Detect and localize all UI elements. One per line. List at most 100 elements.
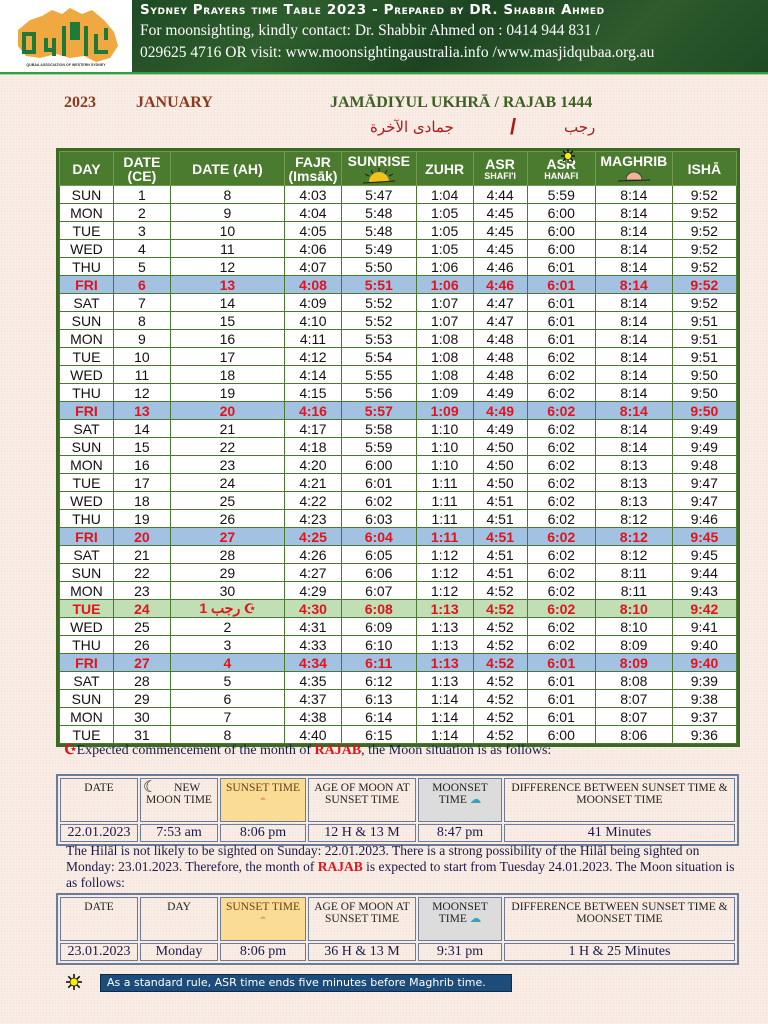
fajr-cell: 4:08: [283, 275, 342, 294]
table-row: THU 19 26 4:23 6:03 1:11 4:51 6:02 8:12 9:46: [59, 509, 738, 528]
asr-hanafi-cell: 6:01: [526, 257, 596, 276]
header-banner: Sydney Prayers time Table 2023 - Prepare…: [132, 0, 768, 72]
zuhr-cell: 1:11: [415, 473, 474, 492]
moon1-date: 22.01.2023: [60, 824, 138, 842]
moon1-header-new-moon: ☾ NEW MOON TIME: [140, 778, 218, 822]
date-ah-cell: 8: [169, 185, 285, 204]
moon2-difference: 1 H & 25 Minutes: [504, 943, 735, 961]
asr-hanafi-cell: 6:02: [526, 455, 596, 474]
asr-shafi-cell: 4:52: [472, 671, 528, 690]
maghrib-cell: 8:07: [594, 707, 673, 726]
maghrib-cell: 8:10: [594, 617, 673, 636]
asr-hanafi-cell: 6:02: [526, 419, 596, 438]
asr-shafi-cell: 4:52: [472, 689, 528, 708]
sunrise-cell: 6:15: [340, 725, 417, 744]
date-ah-cell: 10: [169, 221, 285, 240]
maghrib-cell: 8:14: [594, 365, 673, 384]
zuhr-cell: 1:13: [415, 653, 474, 672]
date-ce-cell: 10: [112, 347, 171, 366]
zuhr-cell: 1:13: [415, 599, 474, 618]
day-cell: MON: [59, 203, 114, 222]
date-ce-cell: 15: [112, 437, 171, 456]
isha-cell: 9:46: [671, 509, 738, 528]
sunrise-cell: 5:52: [340, 293, 417, 312]
isha-cell: 9:52: [671, 221, 738, 240]
date-ce-cell: 31: [112, 725, 171, 744]
moon1-difference: 41 Minutes: [504, 824, 735, 842]
zuhr-cell: 1:14: [415, 707, 474, 726]
date-ce-cell: 21: [112, 545, 171, 564]
maghrib-cell: 8:14: [594, 275, 673, 294]
crescent-moon-icon: ☪: [240, 601, 256, 616]
day-cell: MON: [59, 581, 114, 600]
date-ah-cell: 29: [169, 563, 285, 582]
col-date-ah: DATE (AH): [169, 151, 285, 186]
asr-hanafi-cell: 5:59: [526, 185, 596, 204]
month-label: JANUARY: [136, 94, 213, 111]
day-cell: THU: [59, 257, 114, 276]
asr-shafi-cell: 4:48: [472, 329, 528, 348]
asr-shafi-cell: 4:51: [472, 563, 528, 582]
day-cell: SAT: [59, 671, 114, 690]
fajr-cell: 4:12: [283, 347, 342, 366]
date-ce-cell: 1: [112, 185, 171, 204]
isha-cell: 9:40: [671, 635, 738, 654]
asr-shafi-cell: 4:51: [472, 491, 528, 510]
zuhr-cell: 1:07: [415, 293, 474, 312]
date-ah-cell: 20: [169, 401, 285, 420]
sunrise-cell: 6:07: [340, 581, 417, 600]
maghrib-cell: 8:14: [594, 437, 673, 456]
zuhr-cell: 1:14: [415, 725, 474, 744]
table-row: WED 18 25 4:22 6:02 1:11 4:51 6:02 8:13 9:47: [59, 491, 738, 510]
zuhr-cell: 1:08: [415, 347, 474, 366]
table-row: WED 25 2 4:31 6:09 1:13 4:52 6:02 8:10 9:41: [59, 617, 738, 636]
sunrise-cell: 5:59: [340, 437, 417, 456]
zuhr-cell: 1:10: [415, 455, 474, 474]
sunrise-cell: 6:01: [340, 473, 417, 492]
maghrib-cell: 8:14: [594, 311, 673, 330]
asr-hanafi-cell: 6:02: [526, 473, 596, 492]
asr-shafi-cell: 4:50: [472, 455, 528, 474]
table-row: THU 12 19 4:15 5:56 1:09 4:49 6:02 8:14 9:50: [59, 383, 738, 402]
asr-shafi-cell: 4:45: [472, 239, 528, 258]
fajr-cell: 4:33: [283, 635, 342, 654]
maghrib-cell: 8:14: [594, 185, 673, 204]
isha-cell: 9:52: [671, 275, 738, 294]
month-title-row: 2023 JANUARY JAMĀDIYUL UKHRĀ / RAJAB 144…: [64, 94, 744, 118]
date-ah-cell: 28: [169, 545, 285, 564]
day-cell: THU: [59, 635, 114, 654]
moon1-moonset-time: 8:47 pm: [418, 824, 502, 842]
asr-shafi-cell: 4:49: [472, 419, 528, 438]
asr-shafi-cell: 4:52: [472, 653, 528, 672]
isha-cell: 9:52: [671, 203, 738, 222]
table-row: FRI 6 13 4:08 5:51 1:06 4:46 6:01 8:14 9:52: [59, 275, 738, 294]
rajab-commencement-note: ☪Expected commencement of the month of R…: [64, 743, 552, 758]
sunrise-cell: 5:48: [340, 221, 417, 240]
date-ce-cell: 17: [112, 473, 171, 492]
sunrise-cell: 6:05: [340, 545, 417, 564]
sunrise-cell: 5:58: [340, 419, 417, 438]
table-row: THU 5 12 4:07 5:50 1:06 4:46 6:01 8:14 9:52: [59, 257, 738, 276]
isha-cell: 9:48: [671, 455, 738, 474]
asr-hanafi-cell: 6:02: [526, 383, 596, 402]
sunrise-cell: 6:02: [340, 491, 417, 510]
asr-hanafi-cell: 6:02: [526, 509, 596, 528]
moon1-header-difference: DIFFERENCE BETWEEN SUNSET TIME & MOONSET…: [504, 778, 735, 822]
asr-hanafi-cell: 6:02: [526, 545, 596, 564]
asr-shafi-cell: 4:50: [472, 473, 528, 492]
asr-shafi-cell: 4:44: [472, 185, 528, 204]
asr-hanafi-cell: 6:01: [526, 275, 596, 294]
date-ce-cell: 5: [112, 257, 171, 276]
contact-line: For moonsighting, kindly contact: Dr. Sh…: [140, 22, 600, 39]
asr-hanafi-cell: 6:02: [526, 401, 596, 420]
isha-cell: 9:50: [671, 365, 738, 384]
col-maghrib: MAGHRIB: [594, 151, 673, 186]
asr-hanafi-cell: 6:00: [526, 203, 596, 222]
fajr-cell: 4:37: [283, 689, 342, 708]
maghrib-cell: 8:13: [594, 473, 673, 492]
fajr-cell: 4:34: [283, 653, 342, 672]
fajr-cell: 4:21: [283, 473, 342, 492]
date-ce-cell: 20: [112, 527, 171, 546]
table-row: WED 4 11 4:06 5:49 1:05 4:45 6:00 8:14 9:52: [59, 239, 738, 258]
col-sunrise: SUNRISE: [340, 151, 417, 186]
